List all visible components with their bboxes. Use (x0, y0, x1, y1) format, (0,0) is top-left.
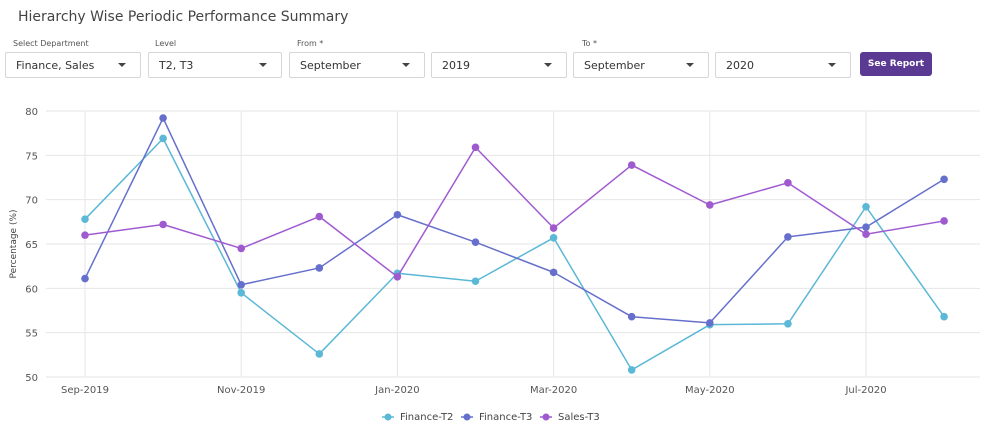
x-tick-label: Jul-2020 (844, 385, 886, 396)
data-point (862, 230, 870, 239)
series-line (84, 137, 945, 371)
data-point (940, 217, 948, 225)
y-tick-label: 60 (25, 284, 38, 295)
department-label: Select Department (13, 39, 89, 48)
caret-down-icon (828, 63, 836, 67)
data-point (627, 312, 636, 321)
data-point (549, 224, 558, 232)
to-month-value: September (584, 59, 645, 72)
series-line (84, 117, 945, 324)
data-point (471, 143, 480, 152)
y-tick-label: 75 (25, 151, 38, 162)
data-point (627, 161, 636, 169)
y-tick-label: 70 (25, 196, 38, 207)
data-point (471, 238, 480, 247)
from-month-select[interactable]: September (289, 52, 425, 78)
to-label: To * (582, 39, 597, 48)
y-axis-label: Percentage (%) (9, 209, 19, 278)
data-point (315, 350, 324, 358)
data-point (706, 319, 714, 327)
data-point (159, 114, 167, 122)
x-tick-label: Sep-2019 (61, 385, 109, 396)
department-select[interactable]: Finance, Sales (5, 52, 141, 78)
from-month-value: September (300, 59, 361, 72)
level-select[interactable]: T2, T3 (148, 52, 282, 78)
data-point (315, 212, 324, 221)
level-select-value: T2, T3 (159, 59, 194, 72)
data-point (549, 268, 558, 277)
data-point (237, 244, 245, 253)
caret-down-icon (259, 63, 267, 67)
y-tick-label: 50 (25, 373, 38, 384)
data-point (237, 280, 245, 289)
data-point (784, 233, 792, 241)
see-report-button[interactable]: See Report (860, 52, 932, 76)
data-point (159, 134, 167, 143)
legend-label: Finance-T2 (400, 412, 453, 423)
x-tick-label: Mar-2020 (530, 385, 577, 396)
to-month-select[interactable]: September (573, 52, 709, 78)
data-point (706, 201, 714, 209)
circle-marker-icon (463, 413, 471, 421)
caret-down-icon (544, 63, 552, 67)
data-point (940, 175, 948, 184)
page-title: Hierarchy Wise Periodic Performance Summ… (18, 9, 349, 25)
series-line (84, 146, 945, 278)
legend-label: Sales-T3 (558, 412, 600, 423)
data-point (393, 273, 402, 281)
from-label: From * (297, 39, 324, 48)
to-year-value: 2020 (726, 59, 754, 72)
data-point (81, 215, 89, 223)
data-point (940, 312, 948, 321)
y-tick-label: 55 (25, 329, 38, 340)
level-label: Level (155, 39, 177, 48)
data-point (627, 366, 636, 374)
data-point (862, 223, 870, 231)
x-tick-label: May-2020 (685, 385, 735, 396)
to-year-select[interactable]: 2020 (715, 52, 851, 78)
x-tick-label: Nov-2019 (217, 385, 265, 396)
circle-marker-icon (542, 413, 550, 421)
y-tick-label: 65 (25, 240, 38, 251)
legend-label: Finance-T3 (479, 412, 532, 423)
data-point (237, 288, 245, 297)
data-point (549, 233, 558, 242)
x-tick-label: Jan-2020 (374, 385, 419, 396)
data-point (315, 264, 324, 272)
caret-down-icon (402, 63, 410, 67)
data-point (784, 179, 792, 187)
data-point (862, 202, 870, 211)
from-year-select[interactable]: 2019 (431, 52, 567, 78)
department-select-value: Finance, Sales (16, 59, 95, 72)
circle-marker-icon (384, 413, 392, 421)
data-point (471, 277, 480, 286)
caret-down-icon (686, 63, 694, 67)
data-point (393, 210, 402, 219)
data-point (81, 274, 89, 283)
data-point (81, 231, 89, 239)
caret-down-icon (118, 63, 126, 67)
data-point (784, 320, 792, 328)
y-tick-label: 80 (25, 107, 38, 118)
from-year-value: 2019 (442, 59, 470, 72)
data-point (159, 220, 167, 229)
